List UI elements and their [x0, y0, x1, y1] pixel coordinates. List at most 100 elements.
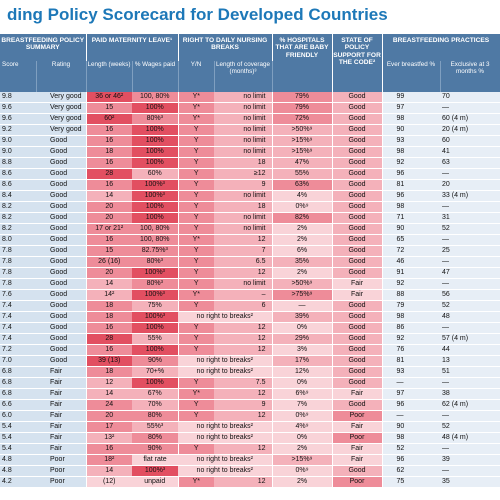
exclusive-cell: 41	[440, 146, 500, 158]
leave-length-cell: 16	[85, 124, 132, 136]
code-support-cell: Poor	[331, 410, 383, 422]
score-cell: 6.8	[0, 388, 36, 400]
score-cell: 5.4	[0, 432, 36, 444]
rating-cell: Good	[36, 344, 86, 356]
leave-length-cell: 15	[85, 245, 132, 257]
nursing-break-cell: Y	[177, 377, 215, 389]
nursing-break-cell: Y	[177, 124, 215, 136]
rating-cell: Fair	[36, 432, 86, 444]
table-row: 8.6 Good 16 100%³ Y 9 63% Good 81 20	[0, 179, 500, 191]
code-support-cell: Poor	[331, 476, 383, 488]
rating-cell: Good	[36, 190, 86, 202]
code-support-cell: Good	[331, 344, 383, 356]
rating-cell: Good	[36, 168, 86, 180]
coverage-cell: no limit	[214, 92, 273, 103]
baby-friendly-cell: 2%	[271, 443, 333, 455]
nursing-break-cell: Y	[177, 201, 215, 213]
wages-paid-cell: 100%³	[132, 311, 179, 323]
score-cell: 9.0	[0, 146, 36, 158]
score-cell: 8.0	[0, 234, 36, 246]
baby-friendly-cell: 63%	[271, 179, 333, 191]
wages-paid-cell: 100%³	[132, 267, 179, 279]
rating-cell: Poor	[36, 476, 86, 488]
code-support-cell: Good	[331, 399, 383, 411]
baby-friendly-cell: 0%⁹	[271, 201, 333, 213]
nursing-break-cell: Y	[177, 333, 215, 345]
ever-breastfed-cell: 90	[381, 421, 441, 433]
rating-cell: Good	[36, 267, 86, 279]
nursing-break-cell: Y*	[177, 92, 215, 103]
nursing-break-cell: Y*	[177, 234, 215, 246]
subheader-wages: % Wages paid	[132, 61, 179, 92]
page-title: ding Policy Scorecard for Developed Coun…	[7, 5, 388, 24]
nursing-break-cell: Y	[177, 168, 215, 180]
code-support-cell: Good	[331, 157, 383, 169]
exclusive-cell: 31	[440, 212, 500, 224]
coverage-cell: 6.5	[214, 256, 273, 268]
code-support-cell: Good	[331, 245, 383, 257]
ever-breastfed-cell: 62	[381, 465, 441, 477]
exclusive-cell: 48 (4 m)	[440, 432, 500, 444]
baby-friendly-cell: 79%	[271, 102, 333, 114]
table-row: 9.6 Very good 15 100% Y* no limit 79% Good 97—	[0, 102, 500, 114]
ever-breastfed-cell: 93	[381, 135, 441, 147]
ever-breastfed-cell: 96	[381, 399, 441, 411]
leave-length-cell: 20	[85, 267, 132, 279]
ever-breastfed-cell: 92	[381, 333, 441, 345]
exclusive-cell: —	[440, 465, 500, 477]
score-cell: 7.8	[0, 245, 36, 257]
rating-cell: Good	[36, 333, 86, 345]
score-cell: 9.6	[0, 113, 36, 125]
ever-breastfed-cell: 90	[381, 223, 441, 235]
baby-friendly-cell: 0%⁹	[271, 410, 333, 422]
score-cell: 7.2	[0, 344, 36, 356]
wages-paid-cell: 90%	[132, 443, 179, 455]
nursing-break-cell: Y	[177, 245, 215, 257]
code-support-cell: Good	[331, 267, 383, 279]
baby-friendly-cell: 35%	[271, 256, 333, 268]
ever-breastfed-cell: 96	[381, 190, 441, 202]
leave-length-cell: 28	[85, 168, 132, 180]
exclusive-cell: —	[440, 443, 500, 455]
nursing-break-cell: Y	[177, 344, 215, 356]
exclusive-cell: 13	[440, 355, 500, 367]
exclusive-cell: 48	[440, 311, 500, 323]
nursing-break-cell: Y	[177, 443, 215, 455]
rating-cell: Good	[36, 278, 86, 290]
code-support-cell: Good	[331, 190, 383, 202]
exclusive-cell: 20 (4 m)	[440, 124, 500, 136]
nursing-break-cell: Y*	[177, 102, 215, 114]
code-support-cell: Good	[331, 234, 383, 246]
ever-breastfed-cell: 76	[381, 344, 441, 356]
leave-length-cell: 14	[85, 465, 132, 477]
leave-length-cell: 16	[85, 443, 132, 455]
baby-friendly-cell: 6%	[271, 245, 333, 257]
nursing-break-cell: Y	[177, 300, 215, 312]
exclusive-cell: 62 (4 m)	[440, 399, 500, 411]
wages-paid-cell: 100%	[132, 135, 179, 147]
coverage-cell: no limit	[214, 102, 273, 114]
baby-friendly-cell: 47%	[271, 157, 333, 169]
code-support-cell: Fair	[331, 443, 383, 455]
rating-cell: Good	[36, 212, 86, 224]
nursing-break-cell: Y*	[177, 289, 215, 301]
code-support-cell: Good	[331, 465, 383, 477]
baby-friendly-cell: 55%	[271, 168, 333, 180]
coverage-cell: no right to breaks²	[178, 421, 273, 433]
nursing-break-cell: Y	[177, 223, 215, 235]
wages-paid-cell: 100%	[132, 201, 179, 213]
table-row: 9.6 Very good 60² 80%³ Y* no limit 72% Good 98 60…	[0, 113, 500, 125]
coverage-cell: 9	[214, 399, 273, 411]
leave-length-cell: 28	[85, 333, 132, 345]
rating-cell: Good	[36, 322, 86, 334]
nursing-break-cell: Y	[177, 190, 215, 202]
rating-cell: Very good	[36, 124, 86, 136]
leave-length-cell: 16	[85, 322, 132, 334]
score-cell: 5.4	[0, 443, 36, 455]
table-row: 7.4 Good 18 100%³ no right to breaks² 39% Good…	[0, 311, 500, 323]
exclusive-cell: 52	[440, 223, 500, 235]
coverage-cell: no limit	[214, 113, 273, 125]
baby-friendly-cell: 12%	[271, 366, 333, 378]
leave-length-cell: 18	[85, 366, 132, 378]
